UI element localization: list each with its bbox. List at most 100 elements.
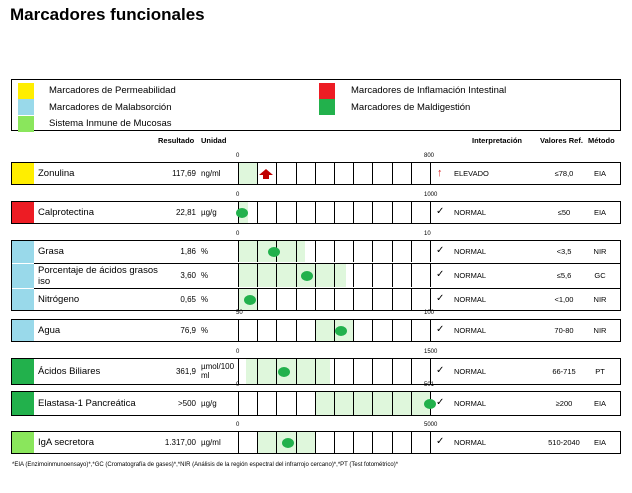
grid-line	[314, 432, 316, 453]
reference-values: <1,00	[554, 294, 574, 304]
result-marker-dot	[244, 294, 257, 305]
scale-min: 0	[236, 153, 240, 159]
check-icon: ✓	[436, 435, 445, 447]
marker-name: Calprotectina	[38, 206, 94, 218]
grid-line	[314, 163, 316, 184]
method: EIA	[593, 207, 607, 217]
grid-line	[372, 202, 374, 223]
reference-band	[238, 163, 257, 184]
reference-values: 66-715	[552, 366, 576, 376]
grid-line	[391, 163, 393, 184]
scale-min: 50	[236, 310, 243, 316]
interpretation: NORMAL	[454, 294, 487, 304]
grid-line	[238, 264, 239, 287]
result-unit: %	[201, 246, 209, 256]
row-color-swatch	[12, 202, 34, 223]
check-icon: ✓	[436, 292, 445, 304]
grid-line	[238, 392, 239, 415]
grid-line	[334, 264, 335, 287]
grid-line	[430, 202, 431, 223]
grid-line	[372, 163, 374, 184]
grid-line	[276, 289, 278, 310]
interpretation: NORMAL	[454, 270, 487, 280]
up-arrow-icon: ↑	[437, 166, 443, 179]
interpretation: NORMAL	[454, 366, 487, 376]
grid-line	[391, 359, 393, 384]
grid-line	[353, 432, 355, 453]
result-unit: %	[201, 325, 209, 335]
grid-line	[295, 359, 297, 384]
method: EIA	[593, 437, 607, 447]
check-icon: ✓	[436, 323, 445, 335]
legend-swatch-permeabilidad	[18, 83, 34, 99]
grid-line	[391, 202, 393, 223]
row-divider	[34, 263, 621, 264]
grid-line	[410, 241, 412, 262]
grid-line	[372, 289, 374, 310]
grid-line	[334, 241, 335, 262]
grid-line	[334, 202, 335, 223]
marker-name: IgA secretora	[38, 436, 94, 448]
grid-line	[257, 264, 259, 287]
grid-line	[314, 359, 316, 384]
grid-line	[238, 320, 239, 341]
result-value: 0,65	[180, 294, 196, 304]
grid-line	[295, 202, 297, 223]
grid-line	[295, 163, 297, 184]
grid-line	[430, 241, 431, 262]
marker-name: Porcentaje de ácidos grasos iso	[38, 265, 158, 287]
range-bar	[238, 392, 431, 415]
header-resultado: Resultado	[158, 136, 195, 145]
method: EIA	[593, 398, 607, 408]
range-bar	[238, 432, 431, 453]
grid-line	[410, 432, 412, 453]
grid-line	[314, 241, 316, 262]
grid-line	[257, 289, 259, 310]
grid-line	[334, 320, 335, 341]
grid-line	[314, 202, 316, 223]
legend-label-inmune: Sistema Inmune de Mucosas	[49, 118, 172, 129]
grid-line	[276, 163, 278, 184]
row-divider	[34, 288, 621, 289]
footnote: *EIA (Enzimoinmunoensayo)*,*GC (Cromatog…	[12, 462, 399, 468]
check-icon: ✓	[436, 244, 445, 256]
row-group	[11, 201, 621, 224]
check-icon: ✓	[436, 364, 445, 376]
result-value: 76,9	[180, 325, 196, 335]
grid-line	[391, 432, 393, 453]
reference-band	[314, 320, 354, 341]
row-color-swatch	[12, 263, 34, 288]
grid-line	[238, 289, 239, 310]
method: EIA	[593, 168, 607, 178]
grid-line	[430, 320, 431, 341]
check-icon: ✓	[436, 205, 445, 217]
grid-line	[410, 289, 412, 310]
grid-line	[334, 392, 335, 415]
grid-line	[372, 432, 374, 453]
grid-line	[334, 289, 335, 310]
grid-line	[334, 359, 335, 384]
legend-swatch-inflamacion	[319, 83, 335, 99]
row-color-swatch	[12, 392, 34, 415]
grid-line	[353, 392, 355, 415]
grid-line	[238, 163, 239, 184]
grid-line	[410, 264, 412, 287]
grid-line	[295, 241, 297, 262]
grid-line	[257, 163, 259, 184]
grid-line	[276, 264, 278, 287]
scale-min: 0	[236, 231, 240, 237]
result-unit: µg/g	[201, 207, 217, 217]
header-valores-ref: Valores Ref.	[540, 136, 583, 145]
grid-line	[276, 432, 278, 453]
legend-box: Marcadores de Permeabilidad Marcadores d…	[11, 79, 621, 132]
grid-line	[372, 392, 374, 415]
grid-line	[257, 359, 259, 384]
method: NIR	[593, 325, 607, 335]
reference-values: 70-80	[554, 325, 574, 335]
scale-max: 100	[424, 310, 435, 316]
grid-line	[430, 432, 431, 453]
check-icon: ✓	[436, 396, 445, 408]
grid-line	[430, 264, 431, 287]
range-bar	[238, 289, 431, 310]
reference-band	[238, 264, 346, 287]
